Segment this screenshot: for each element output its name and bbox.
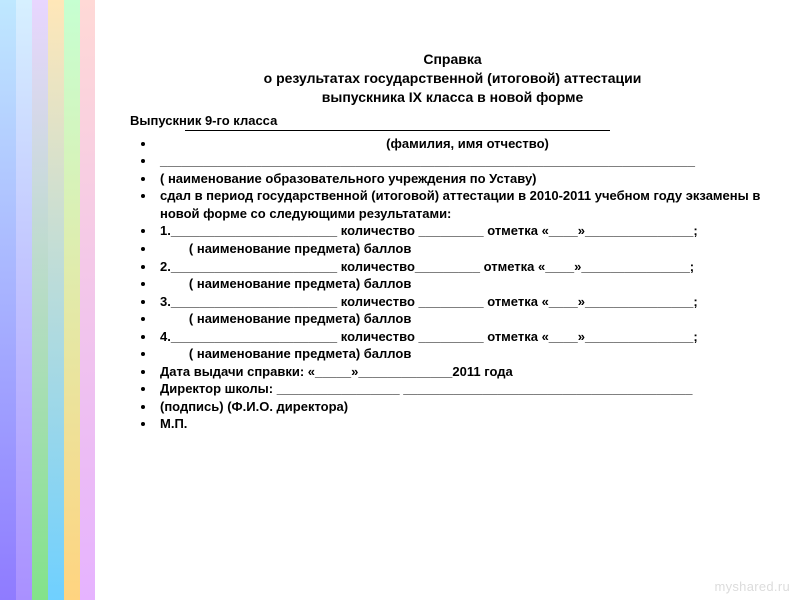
doc-title: Справка о результатах государственной (и… xyxy=(130,50,775,107)
accent-stripes xyxy=(0,0,95,600)
title-line-1: Справка xyxy=(130,50,775,69)
bullet-item: 2._______________________ количество____… xyxy=(156,258,775,276)
bullet-item: 4._______________________ количество ___… xyxy=(156,328,775,346)
bullet-item: 1._______________________ количество ___… xyxy=(156,222,775,240)
bullet-item: Дата выдачи справки: «_____»____________… xyxy=(156,363,775,381)
document-content: Справка о результатах государственной (и… xyxy=(130,50,775,433)
title-line-2: о результатах государственной (итоговой)… xyxy=(130,69,775,88)
bullet-item: (подпись) (Ф.И.О. директора) xyxy=(156,398,775,416)
bullet-item: 3._______________________ количество ___… xyxy=(156,293,775,311)
bullet-item: (фамилия, имя отчество) xyxy=(156,135,775,153)
blank-name-line xyxy=(185,130,610,131)
page: Справка о результатах государственной (и… xyxy=(0,0,800,600)
bullet-item: ( наименование предмета) баллов xyxy=(156,310,775,328)
bullet-item: Директор школы: _________________ ______… xyxy=(156,380,775,398)
bullet-item: М.П. xyxy=(156,415,775,433)
title-line-3: выпускника IX класса в новой форме xyxy=(130,88,775,107)
bullet-item: ( наименование предмета) баллов xyxy=(156,345,775,363)
bullet-item: ________________________________________… xyxy=(156,152,775,170)
bullet-item: ( наименование предмета) баллов xyxy=(156,275,775,293)
bullet-item: ( наименование образовательного учрежден… xyxy=(156,170,775,188)
bullet-list: (фамилия, имя отчество)_________________… xyxy=(130,135,775,433)
bullet-item: ( наименование предмета) баллов xyxy=(156,240,775,258)
bullet-item: сдал в период государственной (итоговой)… xyxy=(156,187,775,222)
watermark: myshared.ru xyxy=(714,579,790,594)
lead-line: Выпускник 9-го класса xyxy=(130,113,775,128)
